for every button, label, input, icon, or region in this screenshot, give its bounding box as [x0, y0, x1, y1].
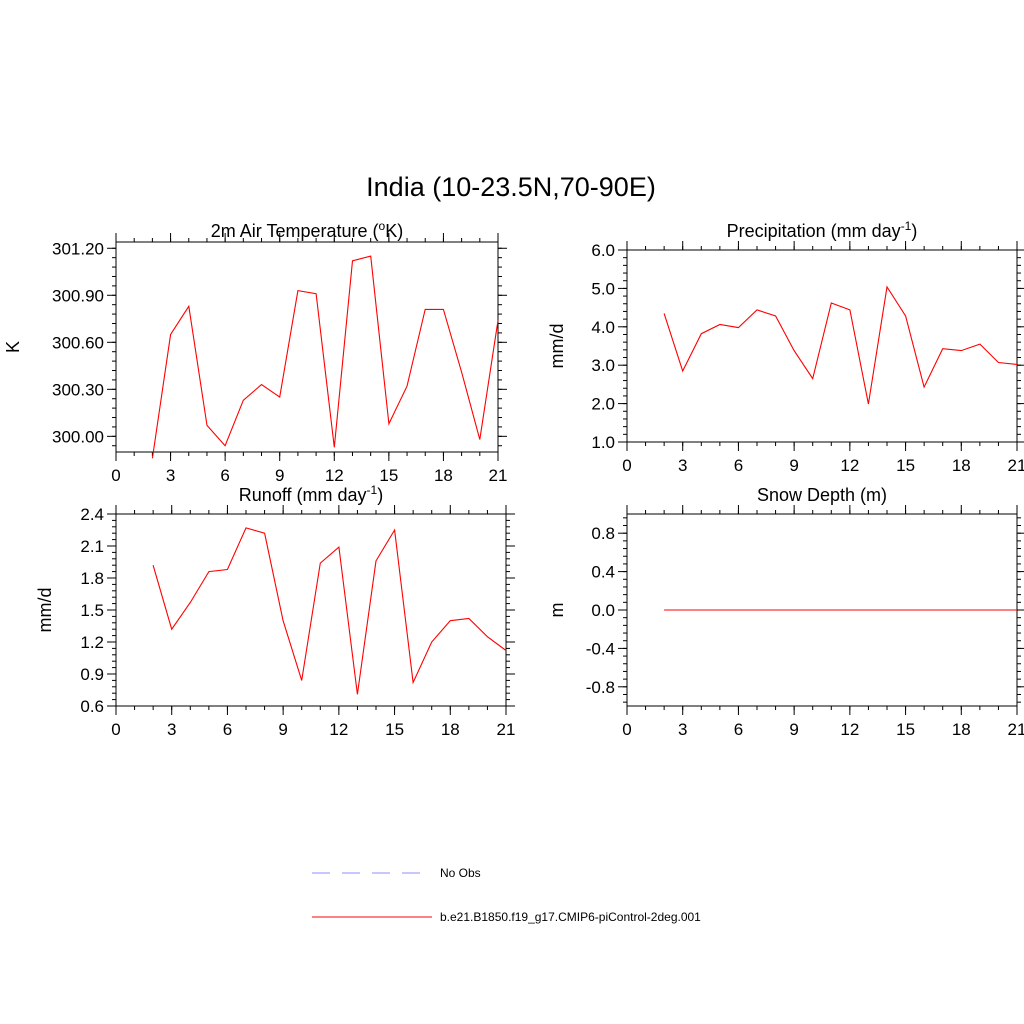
y-tick-label: 301.20: [52, 239, 104, 258]
y-tick-label: 1.5: [80, 601, 104, 620]
x-tick-label: 12: [329, 720, 348, 739]
y-tick-label: 3.0: [591, 356, 615, 375]
y-tick-label: 5.0: [591, 279, 615, 298]
x-tick-label: 3: [678, 456, 687, 475]
y-tick-label: -0.4: [586, 639, 615, 658]
y-tick-label: 2.0: [591, 395, 615, 414]
legend: No Obs b.e21.B1850.f19_g17.CMIP6-piContr…: [312, 866, 701, 924]
x-tick-label: 21: [1008, 456, 1024, 475]
x-tick-label: 15: [896, 456, 915, 475]
y-axis-label: mm/d: [547, 324, 567, 369]
x-tick-label: 21: [1008, 720, 1024, 739]
x-tick-label: 12: [325, 466, 344, 485]
x-tick-label: 15: [385, 720, 404, 739]
x-tick-label: 0: [111, 720, 120, 739]
x-tick-label: 0: [111, 466, 120, 485]
y-tick-label: 0.0: [591, 601, 615, 620]
x-tick-label: 9: [278, 720, 287, 739]
y-axis-label: mm/d: [35, 588, 55, 633]
x-tick-label: 21: [497, 720, 516, 739]
x-tick-label: 3: [166, 466, 175, 485]
y-tick-label: 300.60: [52, 333, 104, 352]
panel-title-text: Runoff (mm day: [239, 485, 367, 505]
legend-label-no-obs: No Obs: [440, 866, 481, 880]
x-tick-label: 18: [434, 466, 453, 485]
y-tick-label: 300.90: [52, 286, 104, 305]
panel-title: Runoff (mm day-1): [239, 483, 383, 505]
panel-title-superscript: -1: [901, 219, 912, 233]
x-tick-label: 12: [840, 720, 859, 739]
panel-title: Precipitation (mm day-1): [727, 219, 918, 241]
y-tick-label: 0.8: [591, 524, 615, 543]
x-tick-label: 9: [789, 720, 798, 739]
x-tick-label: 6: [223, 720, 232, 739]
panel-title-end: ): [911, 221, 917, 241]
panel-snow-depth: 0 3 6 9 12 15 18 21 -0.8 -0.4 0.0 0.4 0.8 m Snow Depth…: [547, 485, 1024, 739]
y-tick-label: 1.0: [591, 433, 615, 452]
x-tick-label: 6: [734, 720, 743, 739]
x-tick-label: 18: [441, 720, 460, 739]
x-tick-label: 3: [678, 720, 687, 739]
x-tick-label: 3: [167, 720, 176, 739]
panel-title-text: 2m Air Temperature (: [211, 221, 379, 241]
y-tick-label: 4.0: [591, 318, 615, 337]
y-axis-label: m: [547, 603, 567, 618]
y-tick-label: 6.0: [591, 241, 615, 260]
x-tick-label: 18: [952, 456, 971, 475]
x-tick-label: 0: [622, 456, 631, 475]
y-tick-label: 1.8: [80, 569, 104, 588]
plot-frame: [115, 513, 507, 707]
panel-title: 2m Air Temperature (oK): [211, 219, 403, 241]
x-tick-label: 15: [379, 466, 398, 485]
y-tick-label: 0.4: [591, 563, 615, 582]
series-line-air-temperature: [151, 255, 499, 459]
panel-air-temperature: 0 3 6 9 12 15 18 21 300.00 300.30 300.60 300.90 301.…: [3, 219, 507, 485]
y-tick-label: 0.6: [80, 697, 104, 716]
panel-title-text: Snow Depth (m): [757, 485, 887, 505]
panel-precipitation: 0 3 6 9 12 15 18 21 1.0 2.0 3.0 4.0 5.0 6.0 mm/d Precip…: [547, 219, 1024, 475]
series-line-runoff: [152, 527, 507, 695]
x-tick-label: 18: [952, 720, 971, 739]
y-axis-label: K: [3, 341, 23, 353]
y-tick-label: 300.30: [52, 380, 104, 399]
x-tick-label: 6: [220, 466, 229, 485]
x-tick-label: 12: [840, 456, 859, 475]
panel-title-end: K): [385, 221, 403, 241]
y-tick-label: 300.00: [52, 427, 104, 446]
panel-runoff: 0 3 6 9 12 15 18 21 0.6 0.9 1.2 1.5 1.8 2.1 2.4 mm/d Run…: [35, 483, 515, 739]
y-tick-label: 0.9: [80, 665, 104, 684]
plot-frame: [115, 241, 499, 453]
x-tick-label: 21: [489, 466, 508, 485]
panel-title-superscript: -1: [367, 483, 378, 497]
x-tick-label: 6: [734, 456, 743, 475]
panel-title-end: ): [377, 485, 383, 505]
series-line-precipitation: [663, 285, 1018, 405]
y-tick-label: 2.4: [80, 505, 104, 524]
x-tick-label: 0: [622, 720, 631, 739]
panel-title: Snow Depth (m): [757, 485, 887, 505]
y-tick-label: 1.2: [80, 633, 104, 652]
figure-title: India (10-23.5N,70-90E): [366, 172, 656, 202]
panel-title-text: Precipitation (mm day: [727, 221, 901, 241]
x-tick-label: 9: [275, 466, 284, 485]
panel-title-superscript: o: [379, 219, 386, 233]
x-tick-label: 15: [896, 720, 915, 739]
legend-label-model: b.e21.B1850.f19_g17.CMIP6-piControl-2deg…: [440, 910, 701, 924]
y-tick-label: 2.1: [80, 537, 104, 556]
y-tick-label: -0.8: [586, 678, 615, 697]
plot-frame: [626, 249, 1018, 443]
x-tick-label: 9: [789, 456, 798, 475]
